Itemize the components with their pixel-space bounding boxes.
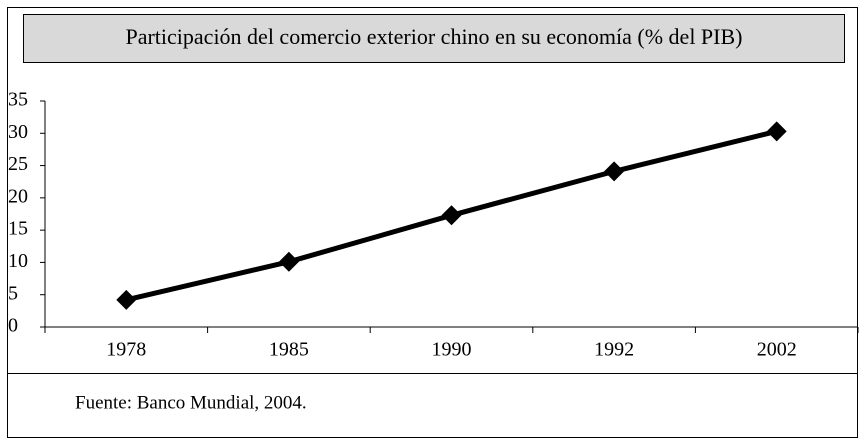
data-marker [278,251,299,272]
y-tick-label: 0 [8,315,18,337]
data-marker [604,161,625,182]
data-marker [116,289,137,310]
x-tick-label: 1990 [432,339,472,361]
chart-title: Participación del comercio exterior chin… [125,24,742,49]
x-tick-label: 1978 [106,339,146,361]
y-tick-label: 20 [8,185,28,207]
y-tick-label: 5 [8,282,18,304]
data-marker [766,121,787,142]
frame [7,7,858,438]
y-tick-label: 10 [8,250,28,272]
y-tick-label: 25 [8,153,28,175]
source-note: Fuente: Banco Mundial, 2004. [75,392,307,413]
data-marker [441,205,462,226]
y-tick-label: 30 [8,121,28,143]
x-tick-label: 1985 [269,339,309,361]
title-box [23,14,845,63]
x-tick-label: 2002 [757,339,797,361]
x-tick-label: 1992 [594,339,634,361]
y-tick-label: 15 [8,218,28,240]
y-tick-label: 35 [8,89,28,111]
